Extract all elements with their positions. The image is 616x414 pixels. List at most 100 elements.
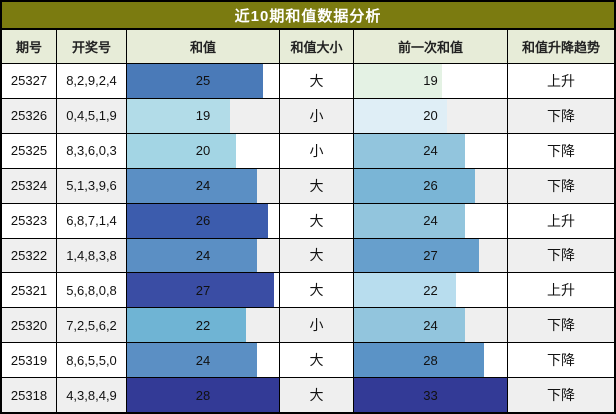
draw-numbers-cell: 7,2,5,6,2 [57, 308, 127, 343]
table-header: 期号 开奖号 和值 和值大小 前一次和值 和值升降趋势 [2, 30, 614, 64]
size-value: 大 [309, 282, 324, 299]
prev-sum-value: 28 [423, 352, 438, 368]
header-cell-prev: 前一次和值 [354, 30, 508, 63]
period-cell: 25324 [2, 168, 57, 203]
draw-numbers-value: 8,2,9,2,4 [66, 73, 117, 89]
period-cell: 25326 [2, 98, 57, 133]
prev-sum-value: 24 [423, 317, 438, 333]
prev-sum-data-bar [354, 308, 466, 343]
prev-sum-data-bar [354, 203, 466, 238]
sum-value: 27 [195, 282, 211, 298]
size-value: 小 [309, 107, 324, 124]
table-row: 25325 8,3,6,0,3 20 小 24 下降 [2, 133, 614, 169]
size-value: 小 [309, 142, 324, 159]
draw-numbers-value: 4,3,8,4,9 [66, 387, 117, 403]
sum-data-bar [127, 238, 258, 273]
prev-sum-cell: 22 [354, 273, 508, 308]
size-cell: 大 [280, 64, 354, 98]
prev-sum-cell: 24 [354, 308, 508, 343]
trend-cell: 下降 [508, 169, 614, 203]
sum-data-bar [127, 343, 258, 378]
period-value: 25319 [10, 352, 48, 368]
prev-sum-data-bar [354, 168, 475, 203]
trend-cell: 上升 [508, 204, 614, 238]
sum-data-bar [127, 168, 258, 203]
sum-data-bar [127, 98, 231, 133]
prev-sum-cell: 33 [354, 378, 508, 413]
table-title: 近10期和值数据分析 [2, 2, 614, 30]
size-value: 大 [309, 72, 324, 89]
sum-cell: 27 [127, 273, 280, 308]
trend-cell: 上升 [508, 64, 614, 98]
size-value: 大 [309, 247, 324, 264]
trend-cell: 下降 [508, 308, 614, 342]
draw-numbers-value: 0,4,5,1,9 [66, 108, 117, 124]
table-row: 25323 6,8,7,1,4 26 大 24 上升 [2, 203, 614, 239]
period-value: 25327 [10, 73, 48, 89]
sum-data-bar [127, 273, 274, 308]
period-value: 25325 [10, 143, 48, 159]
period-value: 25320 [10, 317, 48, 333]
trend-cell: 下降 [508, 378, 614, 412]
draw-numbers-value: 6,8,7,1,4 [66, 213, 117, 229]
size-cell: 大 [280, 238, 354, 273]
table-row: 25321 5,6,8,0,8 27 大 22 上升 [2, 273, 614, 309]
prev-sum-value: 26 [423, 178, 438, 194]
header-cell-numbers: 开奖号 [57, 30, 127, 63]
size-value: 小 [309, 317, 324, 334]
sum-value: 20 [195, 143, 211, 159]
prev-sum-data-bar [354, 98, 447, 133]
sum-cell: 25 [127, 64, 280, 98]
sum-data-bar [127, 203, 269, 238]
prev-sum-value: 19 [423, 73, 438, 89]
draw-numbers-value: 7,2,5,6,2 [66, 317, 117, 333]
header-cell-period: 期号 [2, 30, 57, 63]
sum-cell: 19 [127, 98, 280, 133]
sum-value: 24 [195, 247, 211, 263]
prev-sum-cell: 20 [354, 98, 508, 133]
draw-numbers-cell: 5,1,3,9,6 [57, 168, 127, 203]
draw-numbers-cell: 5,6,8,0,8 [57, 273, 127, 308]
size-value: 大 [309, 352, 324, 369]
sum-value: 25 [195, 73, 211, 89]
sum-value: 22 [195, 317, 211, 333]
prev-sum-cell: 28 [354, 343, 508, 378]
header-cell-trend: 和值升降趋势 [521, 40, 600, 55]
trend-cell: 下降 [508, 99, 614, 133]
draw-numbers-cell: 8,6,5,5,0 [57, 343, 127, 378]
draw-numbers-value: 5,6,8,0,8 [66, 282, 117, 298]
prev-sum-cell: 26 [354, 168, 508, 203]
trend-value: 下降 [547, 177, 575, 194]
sum-value: 26 [195, 213, 211, 229]
sum-cell: 28 [127, 378, 280, 413]
draw-numbers-cell: 6,8,7,1,4 [57, 203, 127, 238]
period-cell: 25321 [2, 273, 57, 308]
trend-value: 下降 [547, 107, 575, 124]
prev-sum-data-bar [354, 343, 484, 378]
prev-sum-cell: 27 [354, 238, 508, 273]
draw-numbers-value: 5,1,3,9,6 [66, 178, 117, 194]
prev-sum-value: 33 [423, 387, 438, 403]
draw-numbers-cell: 0,4,5,1,9 [57, 98, 127, 133]
period-value: 25324 [10, 178, 48, 194]
size-value: 大 [309, 212, 324, 229]
size-cell: 小 [280, 308, 354, 343]
draw-numbers-cell: 8,2,9,2,4 [57, 64, 127, 98]
header-cell-sum: 和值 [127, 30, 280, 63]
prev-sum-value: 22 [423, 282, 438, 298]
prev-sum-data-bar [354, 133, 466, 168]
period-cell: 25322 [2, 238, 57, 273]
size-cell: 大 [280, 273, 354, 308]
prev-sum-cell: 24 [354, 133, 508, 168]
period-value: 25322 [10, 247, 48, 263]
prev-sum-value: 24 [423, 213, 438, 229]
table-row: 25320 7,2,5,6,2 22 小 24 下降 [2, 308, 614, 344]
table-body: 25327 8,2,9,2,4 25 大 19 上升 25326 [2, 64, 614, 413]
prev-sum-data-bar [354, 64, 443, 98]
sum-cell: 26 [127, 203, 280, 238]
draw-numbers-value: 8,6,5,5,0 [66, 352, 117, 368]
trend-value: 上升 [547, 212, 575, 229]
sum-value: 24 [195, 178, 211, 194]
size-cell: 大 [280, 378, 354, 413]
